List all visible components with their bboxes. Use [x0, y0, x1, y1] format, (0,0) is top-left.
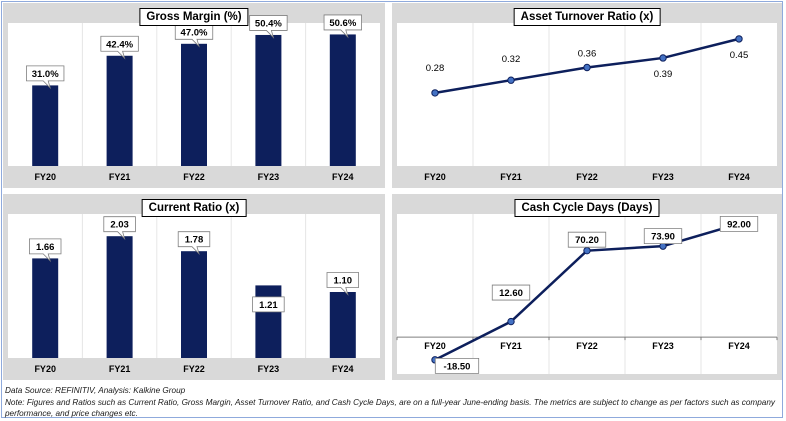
x-tick-label: FY21: [109, 172, 131, 182]
x-tick-label: FY22: [576, 341, 598, 351]
asset-turnover-chart: FY20 0.28 FY21 0.32 FY22 0.36 FY23 0.39 FY24 0.45: [424, 23, 750, 182]
data-label-box: [177, 231, 211, 256]
bar: [106, 236, 133, 358]
data-label: 0.39: [654, 69, 673, 80]
data-label: 12.60: [499, 288, 523, 299]
x-tick-label: FY20: [34, 364, 56, 374]
data-label-box: [252, 296, 285, 313]
data-point: [431, 89, 439, 97]
bar: [255, 285, 282, 358]
bar: [181, 43, 207, 166]
data-label-box: [434, 357, 480, 374]
x-tick-label: FY22: [183, 172, 205, 182]
x-tick-label: FY24: [332, 364, 354, 374]
chart-title: Gross Margin (%): [139, 8, 249, 26]
bar: [106, 55, 133, 167]
x-tick-label: FY24: [332, 172, 354, 182]
data-label-box: [719, 215, 759, 232]
data-label: 1.66: [36, 242, 55, 253]
data-label-box: [249, 15, 288, 39]
data-label: 2.03: [110, 220, 129, 231]
data-label-box: [29, 238, 62, 263]
x-tick-label: FY23: [258, 172, 280, 182]
x-tick-label: FY20: [34, 172, 56, 182]
x-tick-label: FY20: [424, 341, 446, 351]
chart-title: Asset Turnover Ratio (x): [513, 8, 661, 26]
data-point: [583, 246, 591, 255]
cash-cycle-days-chart: FY20 -18.50 FY21 12.60 FY22 70.20 FY23 73.90 FY2…: [396, 214, 778, 374]
note-text: Note: Figures and Ratios such as Current…: [5, 397, 775, 419]
panel-gross-margin: FY20 31.0% FY21 42.4% FY22 47.0% FY23 50.4% FY24…: [3, 3, 385, 188]
data-label: 0.32: [502, 54, 521, 65]
data-label: 70.20: [575, 235, 599, 246]
data-label-box: [103, 216, 136, 241]
data-label: 92.00: [727, 219, 751, 230]
data-label-box: [174, 23, 214, 48]
data-label: 50.6%: [329, 18, 356, 29]
x-tick-label: FY22: [576, 172, 598, 182]
x-tick-label: FY23: [258, 364, 280, 374]
x-tick-label: FY22: [183, 364, 205, 374]
x-tick-label: FY21: [500, 172, 522, 182]
data-label-box: [491, 284, 531, 301]
panel-asset-turnover: FY20 0.28 FY21 0.32 FY22 0.36 FY23 0.39 FY24 0.45…: [392, 3, 782, 188]
panel-current-ratio: FY20 1.66 FY21 2.03 FY22 1.78 FY23 1.21 FY24 1.10…: [3, 194, 385, 380]
data-label-box: [323, 14, 362, 39]
panel-cash-cycle-days: FY20 -18.50 FY21 12.60 FY22 70.20 FY23 73.90 FY2…: [392, 194, 782, 380]
chart-title: Current Ratio (x): [141, 199, 247, 217]
data-label: 1.21: [259, 300, 278, 311]
gross-margin-chart: FY20 31.0% FY21 42.4% FY22 47.0% FY23 50.4% FY24…: [26, 14, 362, 182]
data-point: [507, 317, 515, 326]
x-tick-label: FY24: [728, 341, 750, 351]
data-point: [735, 35, 743, 43]
plot-area: [397, 23, 777, 166]
bar: [329, 292, 356, 358]
bar: [181, 251, 207, 358]
x-tick-label: FY24: [728, 172, 750, 182]
footer: Data Source: REFINITIV, Analysis: Kalkin…: [5, 385, 781, 420]
data-label: 50.4%: [255, 18, 282, 29]
data-label: 1.10: [334, 276, 353, 287]
current-ratio-chart: FY20 1.66 FY21 2.03 FY22 1.78 FY23 1.21 FY24 1.10: [29, 214, 359, 374]
data-source-text: Data Source: REFINITIV, Analysis: Kalkin…: [5, 386, 186, 395]
data-point: [583, 63, 591, 72]
data-label-box: [326, 272, 359, 296]
bar: [32, 258, 59, 358]
data-label: 31.0%: [32, 69, 59, 80]
data-point: [507, 76, 515, 84]
data-label-box: [26, 65, 65, 90]
data-label: 47.0%: [181, 27, 208, 38]
data-label: 0.36: [578, 48, 597, 59]
data-label-box: [643, 228, 683, 245]
bar: [32, 85, 59, 166]
data-label-box: [100, 35, 139, 60]
data-label: 0.45: [730, 50, 749, 61]
x-tick-label: FY21: [500, 341, 522, 351]
x-tick-label: FY21: [109, 364, 131, 374]
chart-title: Cash Cycle Days (Days): [514, 199, 660, 217]
x-tick-label: FY23: [652, 341, 674, 351]
data-label: 42.4%: [106, 39, 133, 50]
bar: [255, 34, 282, 167]
data-label-box: [567, 231, 607, 248]
data-label: 73.90: [651, 232, 675, 243]
data-label: 1.78: [185, 235, 204, 246]
data-point: [659, 54, 667, 62]
x-tick-label: FY20: [424, 172, 446, 182]
data-label: 0.28: [426, 63, 445, 74]
data-label: -18.50: [444, 361, 471, 372]
bar: [329, 34, 356, 166]
x-tick-label: FY23: [652, 172, 674, 182]
